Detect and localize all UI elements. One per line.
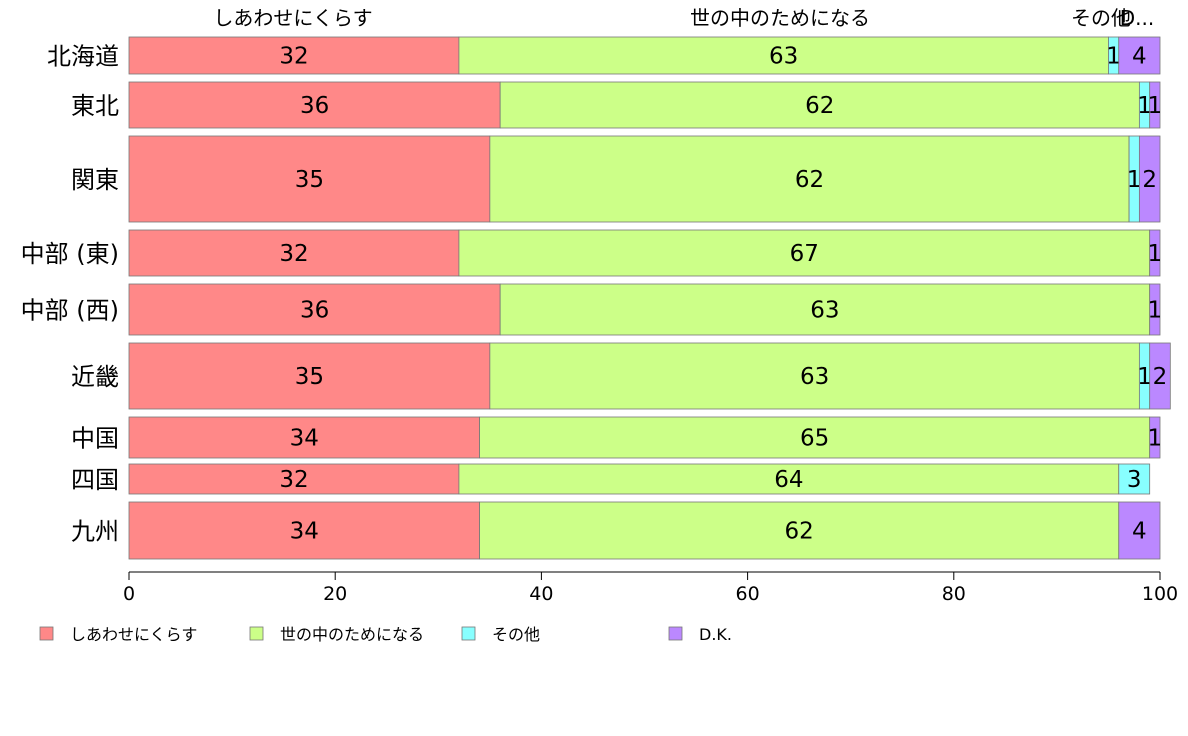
bar-segment <box>128 135 491 223</box>
bar-value-label: 62 <box>805 93 834 119</box>
bar-value-label: 32 <box>279 241 308 267</box>
bar-value-label: 1 <box>1148 426 1163 452</box>
bar-value-label: 4 <box>1132 519 1147 545</box>
bar-value-label: 1 <box>1148 93 1163 119</box>
category-label: 四国 <box>71 466 119 494</box>
category-label: 中部 (東) <box>21 240 119 268</box>
legend-swatch <box>39 626 54 641</box>
bar-value-label: 1 <box>1127 167 1142 193</box>
bar-segment <box>128 463 460 495</box>
bar-value-label: 32 <box>279 467 308 493</box>
bar-value-label: 1 <box>1106 44 1121 70</box>
series-header-label: D... <box>1120 6 1154 30</box>
bar-segment <box>128 229 460 277</box>
bar-segment <box>1138 135 1161 223</box>
bar-segment <box>128 501 480 560</box>
bar-value-label: 64 <box>774 467 803 493</box>
bar-segment <box>128 283 501 336</box>
bar-value-label: 1 <box>1148 298 1163 324</box>
category-label: 中部 (西) <box>21 297 119 325</box>
category-label: 近畿 <box>71 363 119 391</box>
bar-value-label: 35 <box>295 167 324 193</box>
bar-value-label: 1 <box>1148 241 1163 267</box>
legend-swatch <box>249 626 264 641</box>
bar-value-label: 35 <box>295 364 324 390</box>
bar-segment <box>458 229 1151 277</box>
bar-segment <box>499 81 1140 129</box>
bar-segment <box>128 342 491 410</box>
legend-swatch <box>668 626 683 641</box>
bar-segment <box>128 416 480 459</box>
bar-value-label: 36 <box>300 298 329 324</box>
category-label: 北海道 <box>47 43 119 71</box>
legend-label: その他 <box>492 625 540 644</box>
x-axis-tick-label: 20 <box>323 583 347 605</box>
bar-value-label: 62 <box>785 519 814 545</box>
category-label: 中国 <box>71 425 119 453</box>
bar-value-label: 2 <box>1153 364 1168 390</box>
bar-segment <box>1149 416 1161 459</box>
x-axis-tick-label: 0 <box>123 583 135 605</box>
bar-segment <box>499 283 1151 336</box>
bar-segment <box>128 81 501 129</box>
bar-segment <box>1118 36 1161 75</box>
bar-value-label: 65 <box>800 426 829 452</box>
bar-value-label: 34 <box>290 426 319 452</box>
x-axis-tick-label: 100 <box>1142 583 1178 605</box>
bar-segment <box>1118 463 1151 495</box>
x-axis-tick-label: 40 <box>529 583 553 605</box>
bar-value-label: 1 <box>1137 93 1152 119</box>
category-label: 東北 <box>71 92 119 120</box>
series-header-label: 世の中のためになる <box>690 6 870 30</box>
bar-segment <box>1149 342 1171 410</box>
series-header-label: その他 <box>1071 6 1131 30</box>
bar-value-label: 32 <box>279 44 308 70</box>
bar-segment <box>128 36 460 75</box>
x-axis-tick-label: 60 <box>736 583 760 605</box>
bar-segment <box>458 36 1109 75</box>
legend-label: しあわせにくらす <box>70 625 197 644</box>
bar-value-label: 63 <box>769 44 798 70</box>
bar-segment <box>1149 81 1161 129</box>
bar-value-label: 63 <box>800 364 829 390</box>
bar-segment <box>479 416 1151 459</box>
x-axis-tick-label: 80 <box>942 583 966 605</box>
bar-value-label: 1 <box>1137 364 1152 390</box>
bar-segment <box>1118 501 1161 560</box>
bar-segment <box>458 463 1120 495</box>
bar-segment <box>489 342 1140 410</box>
bar-value-label: 36 <box>300 93 329 119</box>
bar-value-label: 67 <box>790 241 819 267</box>
category-label: 関東 <box>71 166 119 194</box>
bar-value-label: 63 <box>810 298 839 324</box>
legend-label: D.K. <box>699 625 732 644</box>
bar-value-label: 2 <box>1142 167 1157 193</box>
category-label: 九州 <box>71 518 119 546</box>
legend-label: 世の中のためになる <box>280 625 424 644</box>
bar-value-label: 4 <box>1132 44 1147 70</box>
series-header-label: しあわせにくらす <box>213 6 372 30</box>
legend-swatch <box>461 626 476 641</box>
bar-value-label: 62 <box>795 167 824 193</box>
bar-value-label: 34 <box>290 519 319 545</box>
bar-segment <box>1149 229 1161 277</box>
bar-value-label: 3 <box>1127 467 1142 493</box>
bar-segment <box>1149 283 1161 336</box>
